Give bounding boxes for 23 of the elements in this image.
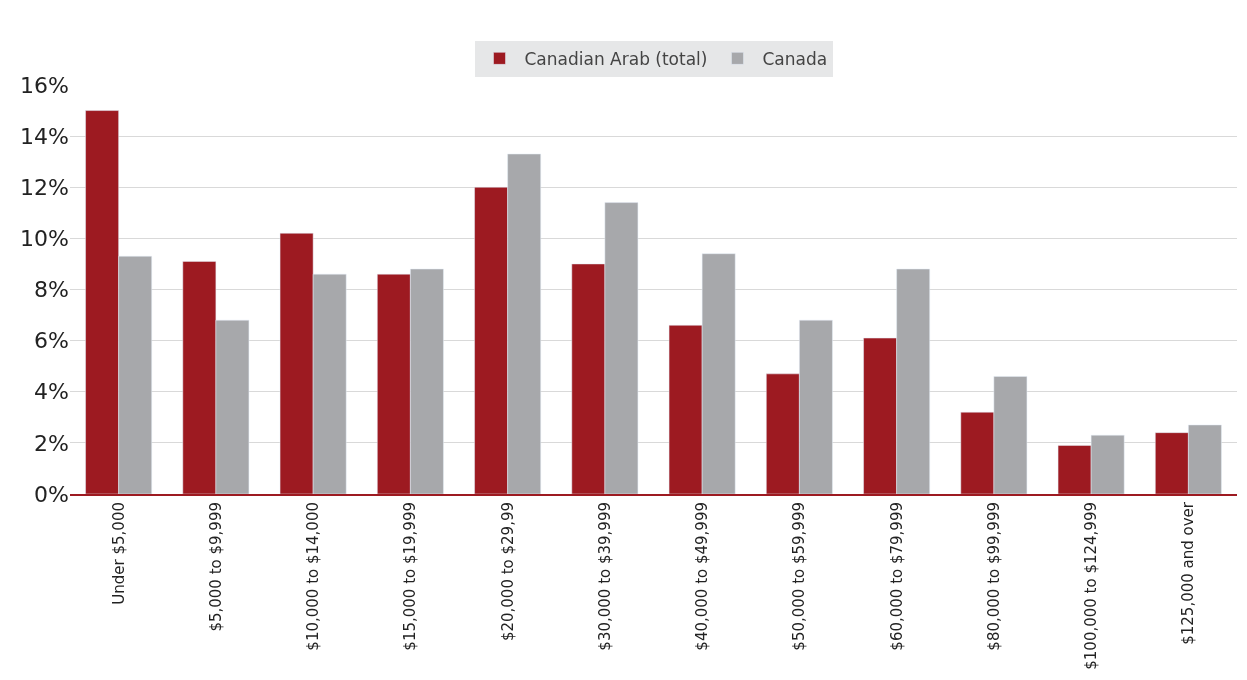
x-tick-label: $125,000 and over: [1179, 501, 1198, 645]
y-tick-label: 0%: [34, 481, 69, 507]
y-tick-label: 6%: [34, 328, 69, 354]
y-tick-label: 2%: [34, 430, 69, 456]
x-tick-label: $40,000 to $49,999: [693, 502, 712, 651]
x-tick-label: $30,000 to $39,999: [595, 502, 614, 651]
x-tick-label: Under $5,000: [109, 502, 128, 605]
y-tick-label: 10%: [20, 226, 69, 252]
x-tick-label: $50,000 to $59,999: [790, 502, 809, 651]
y-tick-label: 16%: [20, 72, 69, 98]
x-tick-label: $15,000 to $19,999: [401, 502, 420, 651]
x-tick-label: $10,000 to $14,000: [304, 502, 323, 651]
x-tick-label: $100,000 to $124,999: [1082, 502, 1101, 670]
y-tick-label: 4%: [34, 379, 69, 405]
y-tick-label: 8%: [34, 277, 69, 303]
y-tick-label: 14%: [20, 123, 69, 149]
legend-label: Canadian Arab (total): [524, 49, 708, 69]
legend-label: Canada: [762, 49, 828, 69]
x-tick-label: $20,000 to $29,99: [498, 502, 517, 642]
x-tick-label: $5,000 to $9,999: [206, 502, 225, 632]
x-tick-label: $80,000 to $99,999: [984, 502, 1003, 651]
x-tick-label: $60,000 to $79,999: [887, 502, 906, 651]
y-tick-label: 12%: [20, 174, 69, 200]
